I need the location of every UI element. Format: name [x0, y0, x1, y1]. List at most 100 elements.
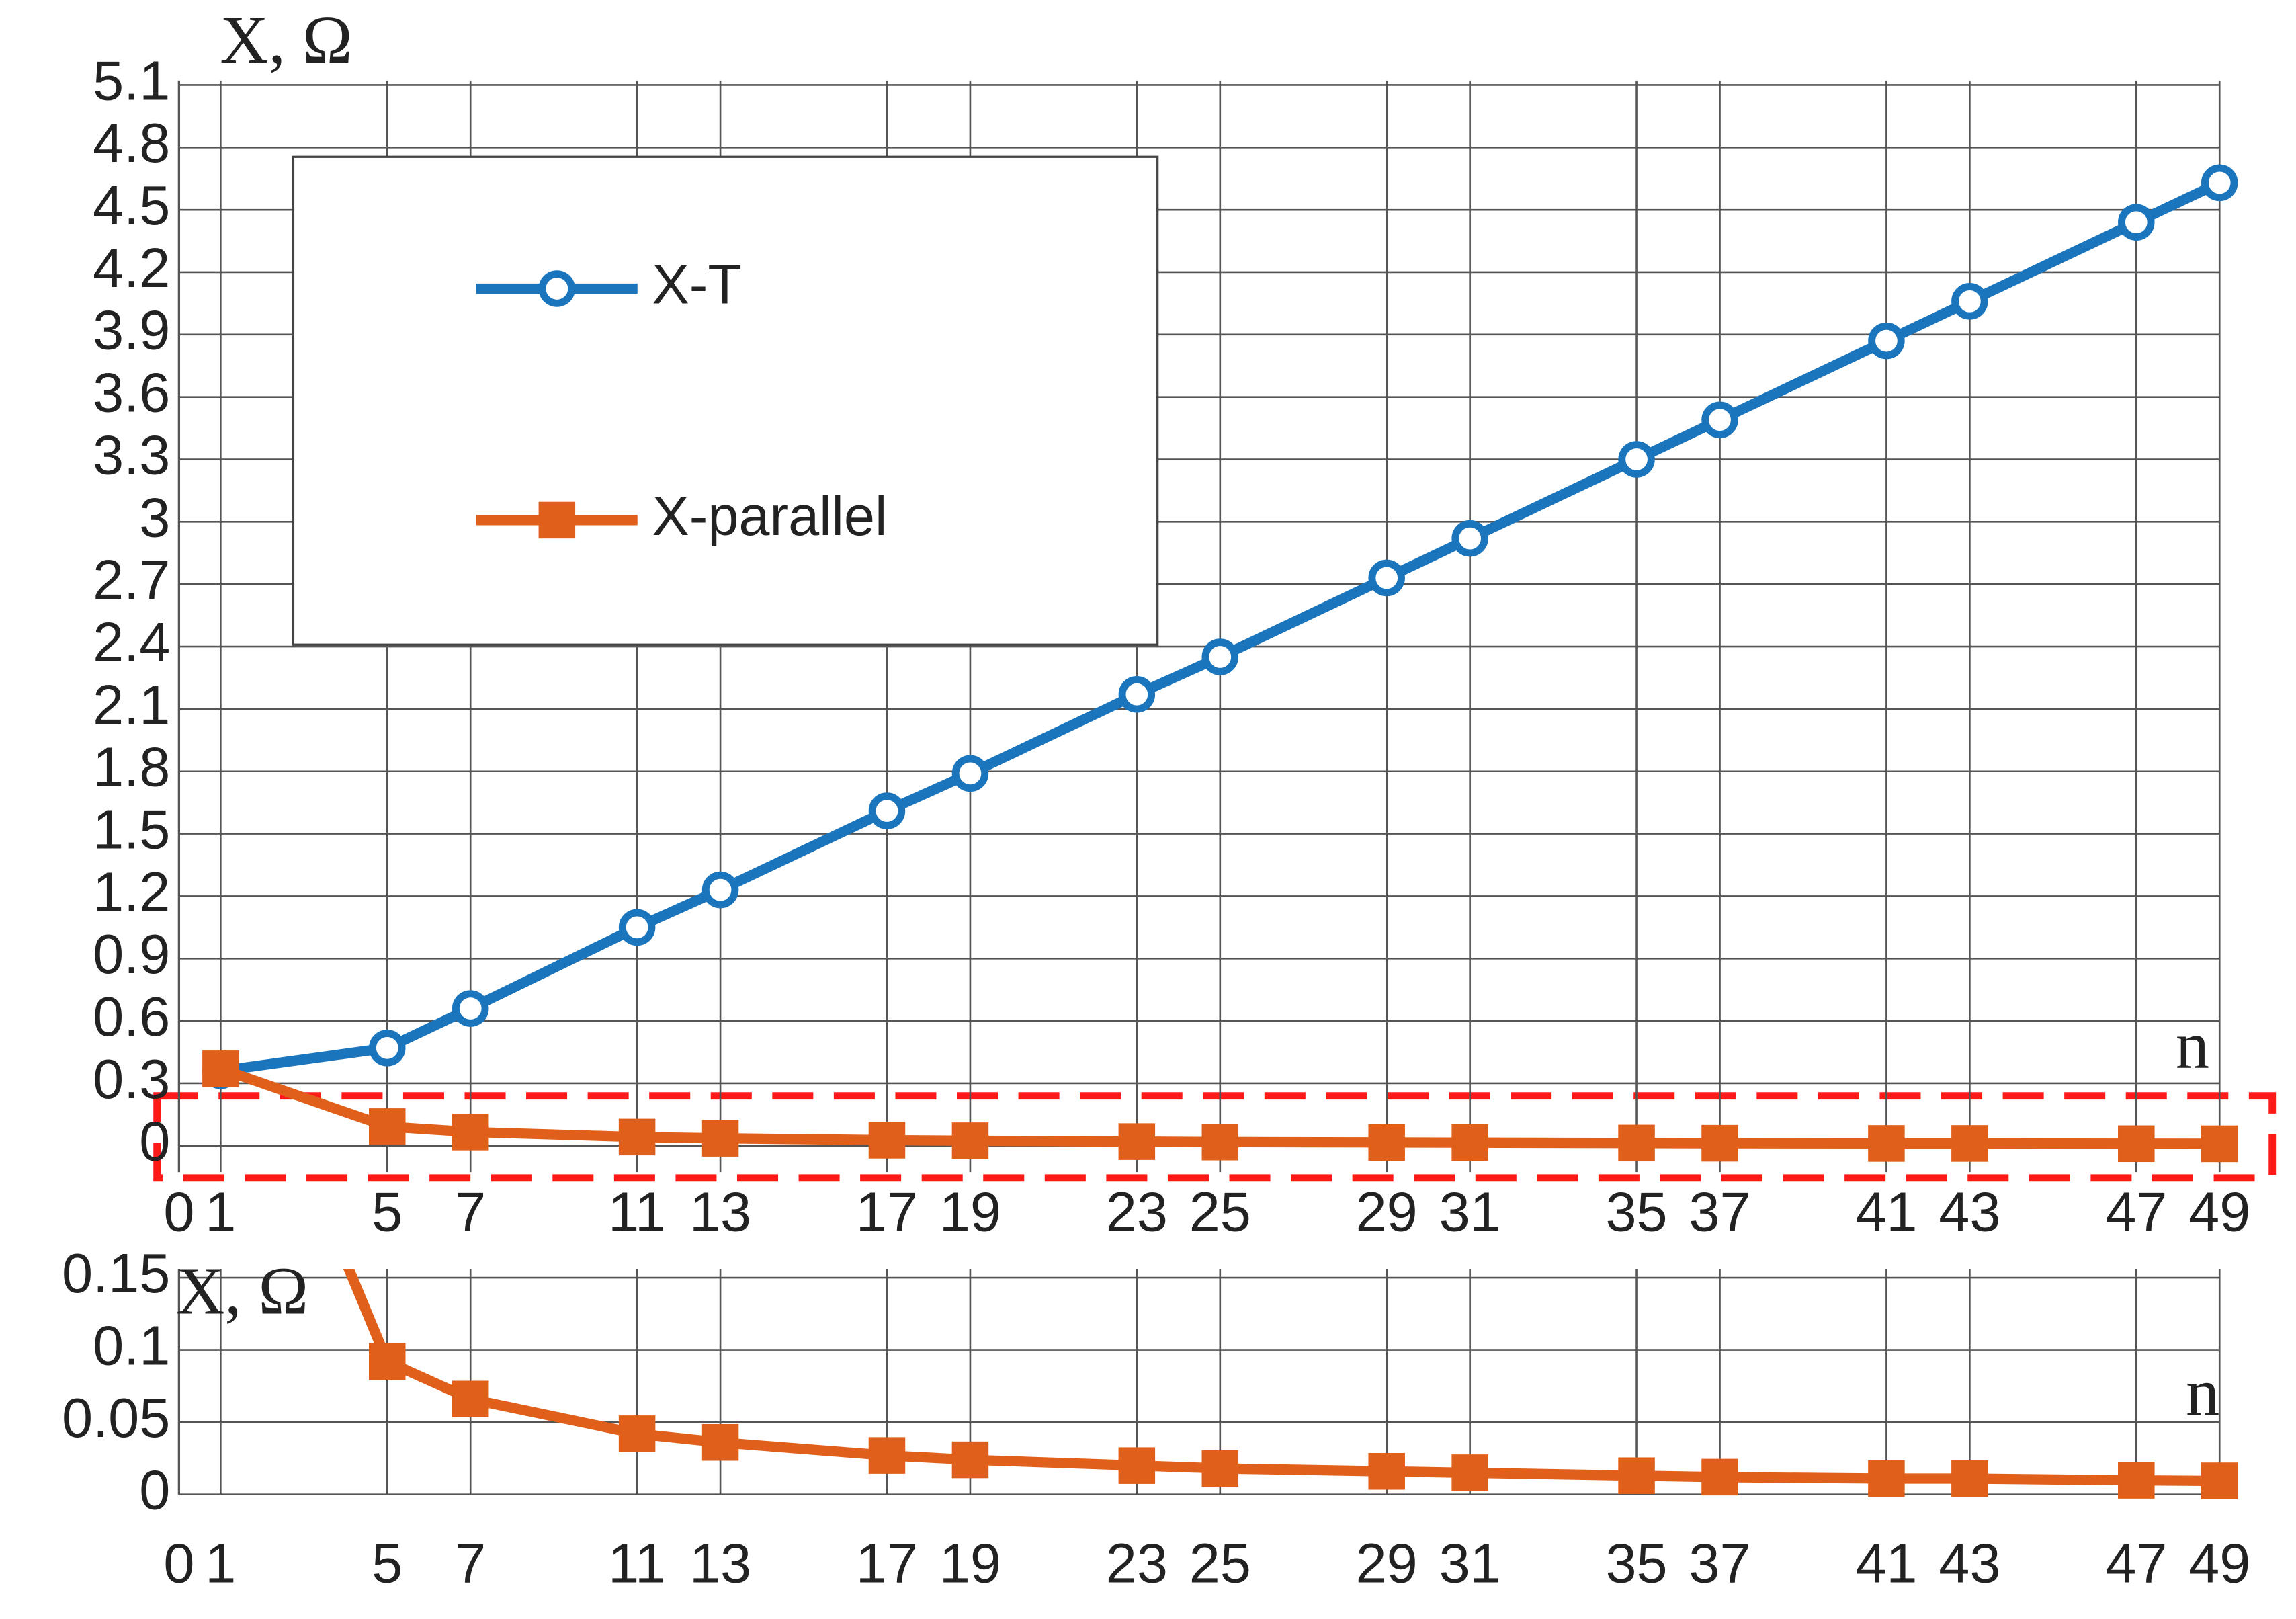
y-tick-label: 2.4 — [93, 611, 170, 673]
data-point — [1118, 1447, 1156, 1484]
data-point — [369, 1343, 406, 1380]
x-tick-label: 31 — [1439, 1532, 1501, 1595]
data-point — [1868, 1460, 1905, 1497]
data-point — [1618, 1457, 1655, 1494]
x-tick-label: 35 — [1605, 1532, 1667, 1595]
data-point — [701, 1120, 739, 1157]
data-point — [1701, 1124, 1738, 1162]
data-point — [1368, 1453, 1405, 1490]
x-tick-label: 29 — [1356, 1532, 1418, 1595]
data-point — [618, 1118, 656, 1156]
data-point — [2201, 1462, 2238, 1499]
x-tick-label: 11 — [608, 1532, 666, 1595]
y-tick-label: 0.9 — [93, 923, 170, 985]
x-tick-label: 37 — [1689, 1532, 1750, 1595]
y-tick-label: 2.1 — [93, 673, 170, 736]
y-tick-label: 3 — [139, 486, 170, 548]
data-point — [951, 755, 989, 792]
data-point — [1201, 1124, 1239, 1161]
data-point — [701, 1424, 739, 1461]
x-tick-label: 0 — [163, 1180, 194, 1243]
data-point — [1368, 559, 1405, 597]
x-tick-label: 47 — [2105, 1180, 2167, 1243]
y-tick-label: 1.2 — [93, 860, 170, 923]
data-point — [1118, 675, 1156, 713]
x-tick-label: 43 — [1939, 1180, 2000, 1243]
data-point — [1951, 1125, 1988, 1162]
x-axis-label: n — [2176, 1007, 2209, 1082]
y-tick-label: 0 — [139, 1110, 170, 1173]
x-tick-label: 1 — [205, 1532, 236, 1595]
x-tick-label: 5 — [372, 1180, 402, 1243]
data-point — [868, 1437, 906, 1474]
y-tick-label: 4.5 — [93, 174, 170, 237]
x-tick-label: 0 — [163, 1532, 194, 1595]
x-tick-label: 7 — [455, 1180, 486, 1243]
data-point — [1451, 520, 1488, 557]
x-tick-label: 47 — [2105, 1532, 2167, 1595]
data-point — [1451, 1124, 1488, 1161]
data-point — [2201, 1125, 2238, 1163]
x-tick-label: 19 — [939, 1532, 1001, 1595]
y-tick-label: 4.2 — [93, 237, 170, 299]
x-tick-label: 23 — [1106, 1532, 1168, 1595]
y-tick-label: 2.7 — [93, 548, 170, 611]
data-point — [369, 1030, 406, 1067]
x-tick-label: 35 — [1605, 1180, 1667, 1243]
data-point — [868, 792, 906, 829]
y-tick-label: 0.1 — [93, 1314, 170, 1376]
highlight-box — [153, 1092, 2277, 1182]
data-point — [1118, 1123, 1156, 1160]
data-point — [2118, 204, 2155, 241]
data-point — [1868, 322, 1905, 360]
plot-area — [202, 164, 2238, 1163]
data-point — [452, 990, 489, 1027]
data-point — [1618, 1124, 1655, 1162]
data-point — [2118, 1462, 2155, 1499]
x-tick-label: 41 — [1855, 1180, 1917, 1243]
x-tick-label: 49 — [2188, 1180, 2250, 1243]
plot-area — [343, 1268, 2238, 1499]
x-tick-label: 11 — [608, 1180, 666, 1243]
x-tick-label: 17 — [856, 1180, 918, 1243]
y-tick-label: 3.3 — [93, 423, 170, 486]
data-point — [452, 1380, 489, 1417]
y-tick-label: 0 — [139, 1459, 170, 1522]
data-point — [1951, 1460, 1988, 1497]
data-point — [1618, 441, 1655, 478]
y-tick-label: 0.6 — [93, 985, 170, 1048]
x-tick-label: 43 — [1939, 1532, 2000, 1595]
data-point — [618, 909, 656, 946]
x-tick-label: 13 — [689, 1532, 751, 1595]
data-point — [1451, 1454, 1488, 1491]
y-tick-label: 3.6 — [93, 362, 170, 424]
x-axis-label: n — [2186, 1355, 2219, 1429]
x-tick-label: 1 — [205, 1180, 236, 1243]
legend-label: X-T — [652, 253, 742, 315]
data-point — [2118, 1125, 2155, 1163]
y-tick-label: 0.15 — [62, 1242, 170, 1304]
x-tick-label: 7 — [455, 1532, 486, 1595]
x-tick-label: 17 — [856, 1532, 918, 1595]
x-tick-label: 31 — [1439, 1180, 1501, 1243]
data-point — [1201, 638, 1239, 675]
x-tick-label: 13 — [689, 1180, 751, 1243]
data-point — [701, 871, 739, 909]
x-tick-label: 5 — [372, 1532, 402, 1595]
legend-marker — [538, 270, 576, 307]
x-tick-label: 19 — [939, 1180, 1001, 1243]
x-tick-label: 29 — [1356, 1180, 1418, 1243]
y-tick-label: 4.8 — [93, 112, 170, 174]
y-tick-label: 3.9 — [93, 299, 170, 362]
data-point — [868, 1122, 906, 1159]
x-tick-label: 41 — [1855, 1532, 1917, 1595]
data-point — [1201, 1450, 1239, 1487]
data-point — [1868, 1125, 1905, 1162]
y-axis-label: X, Ω — [220, 3, 352, 77]
x-tick-label: 25 — [1189, 1532, 1251, 1595]
data-point — [202, 1050, 239, 1087]
data-point — [1368, 1124, 1405, 1161]
x-tick-label: 49 — [2188, 1532, 2250, 1595]
